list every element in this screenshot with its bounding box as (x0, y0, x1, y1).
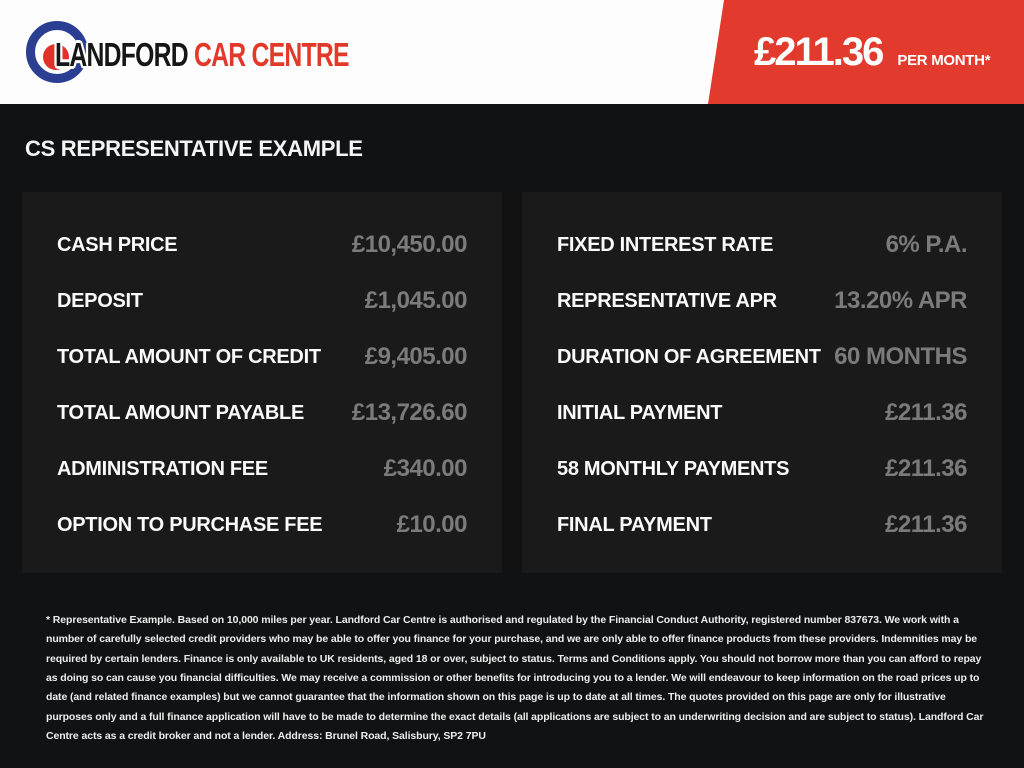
finance-label: DURATION OF AGREEMENT (557, 345, 821, 368)
finance-row: OPTION TO PURCHASE FEE £10.00 (57, 497, 468, 553)
logo-name-secondary: CAR CENTRE (187, 36, 350, 73)
logo-name-primary: LANDFORD (55, 36, 189, 73)
finance-panel-right: FIXED INTEREST RATE 6% P.A. REPRESENTATI… (522, 192, 1002, 573)
finance-row: REPRESENTATIVE APR 13.20% APR (557, 273, 967, 329)
finance-value: £340.00 (383, 455, 468, 482)
finance-row: DURATION OF AGREEMENT 60 MONTHS (557, 329, 967, 385)
finance-value: £211.36 (885, 511, 967, 538)
content: CS REPRESENTATIVE EXAMPLE CASH PRICE £10… (0, 104, 1024, 746)
finance-label: DEPOSIT (57, 289, 143, 312)
price-period-label: PER MONTH* (897, 51, 991, 69)
page-title: CS REPRESENTATIVE EXAMPLE (25, 136, 363, 161)
finance-label: REPRESENTATIVE APR (557, 289, 777, 312)
finance-row: TOTAL AMOUNT OF CREDIT £9,405.00 (57, 329, 468, 385)
finance-row: FIXED INTEREST RATE 6% P.A. (557, 217, 968, 273)
finance-panels: CASH PRICE £10,450.00 DEPOSIT £1,045.00 … (22, 192, 1002, 573)
finance-label: OPTION TO PURCHASE FEE (57, 513, 323, 536)
finance-label: FIXED INTEREST RATE (557, 233, 774, 256)
header: LANDFORD CAR CENTRE £211.36 PER MONTH* (0, 0, 1024, 104)
finance-value: £211.36 (885, 455, 967, 482)
finance-value: 13.20% APR (834, 287, 967, 314)
price-banner: £211.36 PER MONTH* (708, 0, 1024, 104)
monthly-price: £211.36 (754, 29, 884, 74)
finance-value: £13,726.60 (351, 399, 468, 426)
disclaimer-text: * Representative Example. Based on 10,00… (46, 614, 984, 742)
finance-row: DEPOSIT £1,045.00 (57, 273, 468, 329)
finance-label: 58 MONTHLY PAYMENTS (557, 457, 790, 480)
logo-text: LANDFORD CAR CENTRE (55, 36, 350, 74)
finance-row: INITIAL PAYMENT £211.36 (557, 385, 967, 441)
finance-value: £10.00 (396, 511, 468, 538)
finance-value: £10,450.00 (351, 231, 468, 258)
finance-row: TOTAL AMOUNT PAYABLE £13,726.60 (57, 385, 468, 441)
finance-label: TOTAL AMOUNT OF CREDIT (57, 345, 321, 368)
finance-value: £211.36 (885, 399, 967, 426)
finance-row: 58 MONTHLY PAYMENTS £211.36 (557, 441, 967, 497)
finance-label: INITIAL PAYMENT (557, 401, 723, 424)
finance-value: £1,045.00 (364, 287, 468, 314)
finance-label: FINAL PAYMENT (557, 513, 712, 536)
logo-dot-icon (43, 44, 69, 70)
finance-value: 6% P.A. (885, 231, 968, 258)
finance-value: 60 MONTHS (834, 343, 967, 370)
finance-row: ADMINISTRATION FEE £340.00 (57, 441, 468, 497)
finance-label: ADMINISTRATION FEE (57, 457, 268, 480)
finance-panel-left: CASH PRICE £10,450.00 DEPOSIT £1,045.00 … (22, 192, 502, 573)
finance-label: CASH PRICE (57, 233, 178, 256)
dealer-logo[interactable]: LANDFORD CAR CENTRE (0, 0, 420, 104)
finance-label: TOTAL AMOUNT PAYABLE (57, 401, 304, 424)
finance-row: CASH PRICE £10,450.00 (57, 217, 468, 273)
finance-value: £9,405.00 (364, 343, 468, 370)
finance-row: FINAL PAYMENT £211.36 (557, 497, 967, 553)
logo-ring-icon (26, 21, 88, 83)
